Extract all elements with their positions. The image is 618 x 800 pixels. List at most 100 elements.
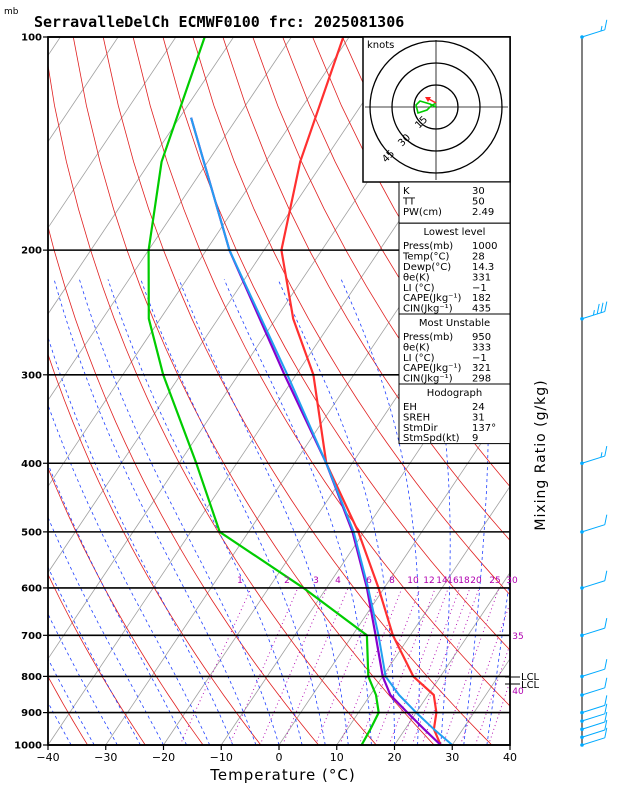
moist-adiabat-line bbox=[48, 336, 234, 745]
wind-barb-flag bbox=[604, 711, 608, 723]
pressure-unit-label: mb bbox=[4, 7, 19, 17]
dry-adiabat-line bbox=[48, 62, 377, 745]
isotherm-line bbox=[336, 485, 510, 745]
moist-adiabat-line bbox=[48, 516, 164, 745]
temperature-axis: −40 −30 −20 −10 0 10 20 30 40 bbox=[36, 745, 517, 764]
hodograph-frame bbox=[362, 36, 511, 183]
moist-adiabat-line bbox=[48, 657, 95, 745]
table-param-value: 333 bbox=[472, 342, 491, 353]
dry-adiabat-line bbox=[48, 353, 262, 745]
table-param-value: 137° bbox=[472, 423, 496, 434]
wind-barb-flag bbox=[604, 570, 608, 581]
isotherm-line bbox=[48, 37, 350, 488]
temperature-tick-label: 0 bbox=[276, 751, 283, 764]
mixing-ratio-label: 6 bbox=[366, 576, 372, 586]
moist-adiabat-line bbox=[178, 279, 349, 745]
table-param-value: 435 bbox=[472, 304, 491, 315]
mixing-ratio-line bbox=[339, 587, 403, 745]
wind-barb-flag bbox=[600, 302, 604, 313]
table-param-label: Press(mb) bbox=[403, 241, 453, 252]
temperature-tick-label: −40 bbox=[36, 751, 59, 764]
mixing-ratio-label: 30 bbox=[506, 576, 518, 586]
hodograph-ring bbox=[413, 84, 459, 130]
table-param-value: 31 bbox=[472, 412, 485, 423]
table-param-value: 321 bbox=[472, 363, 491, 374]
pressure-tick-label: 800 bbox=[21, 672, 42, 683]
wind-barb-flag bbox=[604, 695, 608, 706]
wind-barb-flag bbox=[596, 303, 600, 315]
storm-motion-arrowhead bbox=[425, 97, 431, 102]
wind-barb-shaft bbox=[581, 668, 605, 677]
pressure-tick-label: 900 bbox=[21, 708, 42, 719]
pressure-tick-label: 400 bbox=[21, 459, 42, 470]
mixing-ratio-label: 12 bbox=[423, 576, 434, 586]
table-param-value: −1 bbox=[472, 283, 487, 294]
wind-barb-flag bbox=[604, 677, 608, 688]
moist-adiabat-line bbox=[340, 279, 420, 745]
wind-barb-flag bbox=[604, 19, 608, 30]
table-param-label: Press(mb) bbox=[403, 332, 453, 343]
pressure-axis: 1000 900 800 700 600 500 400 300 200 100 bbox=[14, 33, 48, 752]
moist-adiabat-line bbox=[48, 462, 187, 745]
pressure-tick-label: 700 bbox=[21, 631, 42, 642]
table-param-label: StmSpd(kt) bbox=[403, 433, 460, 444]
isotherm-line bbox=[48, 37, 234, 315]
moist-adiabat-line bbox=[463, 279, 489, 745]
wind-barb-flag bbox=[604, 727, 608, 738]
table-section-box bbox=[398, 383, 511, 445]
wind-barb-flag bbox=[604, 618, 608, 629]
table-param-label: CAPE(Jkg⁻¹) bbox=[403, 293, 461, 304]
table-param-label: EH bbox=[403, 402, 417, 413]
moist-adiabat-line bbox=[223, 279, 372, 745]
moist-adiabat-line bbox=[48, 403, 211, 745]
table-param-value: 298 bbox=[472, 374, 491, 385]
dry-adiabat-line bbox=[252, 37, 510, 488]
parcel-tv-profile-line bbox=[190, 117, 453, 745]
dry-adiabat-line bbox=[48, 225, 319, 745]
wind-barb-flag bbox=[604, 301, 608, 312]
moist-adiabat-line bbox=[79, 279, 280, 745]
table-param-value: 1000 bbox=[472, 241, 497, 252]
dry-adiabat-line bbox=[132, 37, 510, 707]
wind-barb-shaft bbox=[581, 704, 605, 714]
table-param-label: SREH bbox=[403, 412, 430, 423]
table-param-label: CIN(Jkg⁻¹) bbox=[403, 374, 453, 385]
mixing-ratio-line bbox=[358, 587, 421, 745]
table-param-label: Temp(°C) bbox=[402, 252, 450, 263]
wind-barb-flag bbox=[604, 703, 608, 714]
hodograph-units-label: knots bbox=[367, 40, 394, 51]
table-param-label: CIN(Jkg⁻¹) bbox=[403, 304, 453, 315]
mixing-ratio-label: 10 bbox=[407, 576, 419, 586]
most-unstable-header: Most Unstable bbox=[419, 318, 490, 329]
moist-adiabat-line bbox=[140, 279, 326, 745]
isotherm-line bbox=[48, 37, 292, 401]
table-param-label: Dewp(°C) bbox=[403, 262, 451, 273]
wind-barb-shaft bbox=[581, 627, 605, 636]
dry-adiabat-line bbox=[612, 37, 618, 745]
mixing-ratio-line bbox=[229, 587, 299, 745]
mixing-ratio-label: 20 bbox=[470, 576, 482, 586]
pressure-tick-label: 1000 bbox=[14, 741, 42, 752]
wind-barb-flag bbox=[604, 659, 608, 670]
pressure-tick-label: 300 bbox=[21, 370, 42, 381]
table-param-value: 182 bbox=[472, 293, 491, 304]
mixing-ratio-label: 8 bbox=[389, 576, 395, 586]
lcl-label: LCL bbox=[521, 672, 540, 683]
temperature-tick-label: −20 bbox=[152, 751, 175, 764]
wind-barb-flag bbox=[604, 514, 608, 525]
wind-barb-shaft bbox=[581, 737, 605, 746]
mixing-ratio-axis-title: Mixing Ratio (g/kg) bbox=[533, 379, 549, 530]
dry-adiabat-line bbox=[552, 37, 618, 745]
moist-adiabat-line bbox=[107, 279, 303, 745]
mixing-ratio-label: 1 bbox=[237, 576, 243, 586]
chart-title: SerravalleDelCh ECMWF0100 frc: 202508130… bbox=[34, 13, 404, 31]
isotherm-line bbox=[48, 37, 177, 229]
dry-adiabat-line bbox=[162, 37, 510, 651]
hodograph-inset: knots 15 30 45 bbox=[362, 36, 511, 183]
hodograph-params-header: Hodograph bbox=[427, 388, 482, 399]
wind-barb-flag bbox=[604, 719, 608, 731]
temperature-tick-label: 40 bbox=[503, 751, 517, 764]
wind-barb-shaft bbox=[581, 524, 605, 533]
